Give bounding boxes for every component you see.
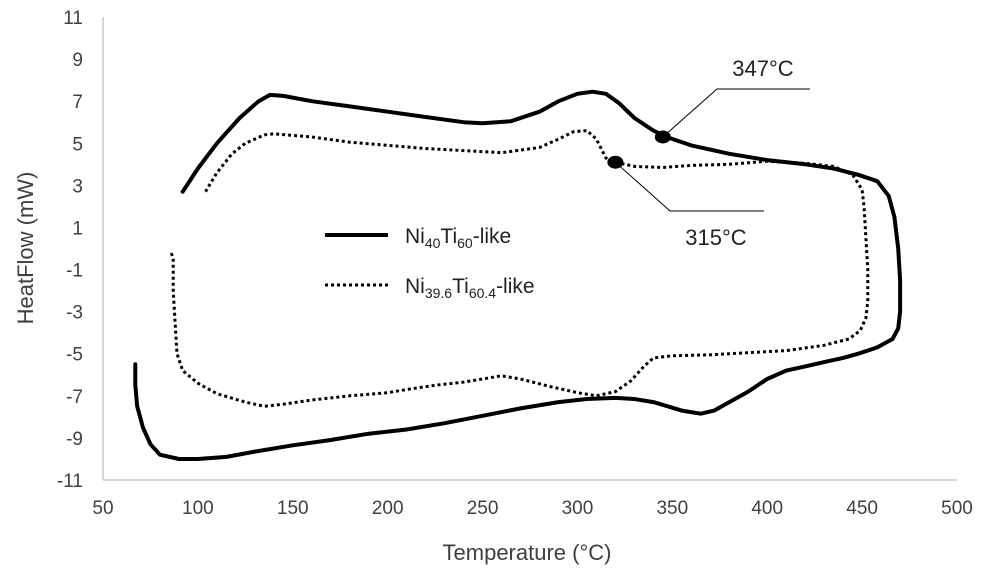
- annotation-leader-315: [615, 161, 764, 212]
- y-tick-label: 1: [72, 218, 83, 239]
- annotation-leader-347: [662, 88, 810, 138]
- x-axis-title: Temperature (°C): [443, 540, 612, 565]
- y-tick-label: 7: [72, 92, 83, 113]
- annotation-marker-347: [654, 130, 671, 144]
- x-tick-label: 400: [751, 498, 783, 519]
- y-tick-label: -5: [66, 345, 83, 366]
- legend-label-2: Ni39.6Ti60.4-like: [405, 275, 535, 301]
- x-tick-label: 500: [941, 498, 973, 519]
- annotation-marker-315: [607, 155, 624, 169]
- annotation-label-347: 347°C: [732, 56, 794, 81]
- y-tick-label: 3: [72, 176, 83, 197]
- x-tick-label: 450: [846, 498, 878, 519]
- x-tick-label: 150: [277, 498, 309, 519]
- x-tick-label: 250: [467, 498, 499, 519]
- legend-label-1: Ni40Ti60-like: [405, 225, 511, 251]
- y-tick-label: -3: [66, 303, 83, 324]
- annotation-layer: 347°C 315°C: [607, 56, 810, 250]
- y-tick-label: -1: [66, 261, 83, 282]
- y-axis-title: HeatFlow (mW): [13, 172, 38, 325]
- x-tick-label: 50: [92, 498, 113, 519]
- x-tick-label: 350: [656, 498, 688, 519]
- tick-labels: 50 100 150 200 250 300 350 400 450 500 11 9 7 5 3 1 -1 -3…: [57, 8, 973, 519]
- legend: Ni40Ti60-like Ni39.6Ti60.4-like: [325, 225, 535, 301]
- y-tick-label: 11: [63, 8, 83, 29]
- series-line-dotted: [169, 129, 870, 408]
- annotation-label-315: 315°C: [685, 225, 747, 250]
- y-tick-label: -7: [66, 387, 83, 408]
- y-tick-label: -9: [66, 429, 83, 450]
- x-tick-label: 300: [562, 498, 594, 519]
- series-layer: [133, 89, 903, 461]
- y-tick-label: 9: [72, 50, 83, 71]
- y-tick-label: 5: [72, 134, 83, 155]
- y-tick-label: -11: [57, 471, 83, 492]
- x-tick-label: 200: [372, 498, 404, 519]
- axes: [102, 17, 957, 481]
- series-line-solid: [133, 89, 903, 461]
- x-tick-label: 100: [182, 498, 214, 519]
